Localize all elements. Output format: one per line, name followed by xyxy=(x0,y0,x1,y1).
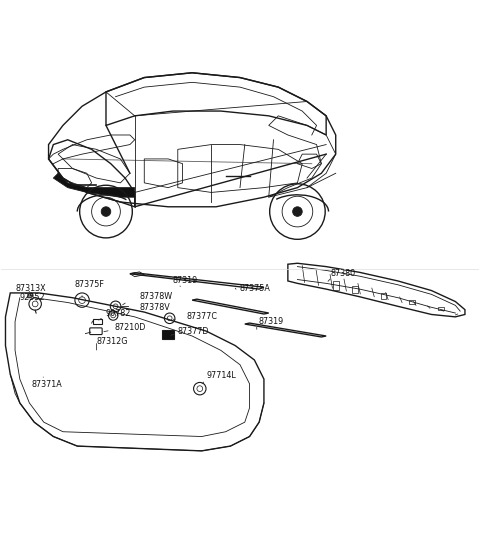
Text: 87371A: 87371A xyxy=(32,380,62,390)
Circle shape xyxy=(101,207,111,216)
Bar xyxy=(352,286,358,293)
Text: 87313X: 87313X xyxy=(15,284,46,293)
Text: 87375F: 87375F xyxy=(75,280,105,289)
Text: 87319: 87319 xyxy=(258,317,283,326)
Text: 87378W: 87378W xyxy=(140,292,173,301)
Text: 87377C: 87377C xyxy=(186,313,217,321)
Text: 87312G: 87312G xyxy=(96,337,128,346)
Polygon shape xyxy=(53,173,135,197)
Bar xyxy=(333,281,338,290)
Bar xyxy=(162,330,174,339)
Polygon shape xyxy=(27,293,33,298)
Text: 87210D: 87210D xyxy=(115,323,146,332)
Bar xyxy=(409,300,415,304)
Text: 87377D: 87377D xyxy=(178,327,209,336)
Bar xyxy=(381,293,386,299)
Bar xyxy=(93,319,102,323)
Bar xyxy=(438,307,444,309)
Circle shape xyxy=(293,207,302,216)
Text: 87380: 87380 xyxy=(331,270,356,278)
Text: 92552: 92552 xyxy=(20,293,46,302)
Text: 87378V: 87378V xyxy=(140,303,170,312)
Text: 87319: 87319 xyxy=(173,277,198,286)
Text: 87375A: 87375A xyxy=(239,284,270,293)
Text: 90782: 90782 xyxy=(105,308,131,317)
Text: 97714L: 97714L xyxy=(206,371,236,380)
